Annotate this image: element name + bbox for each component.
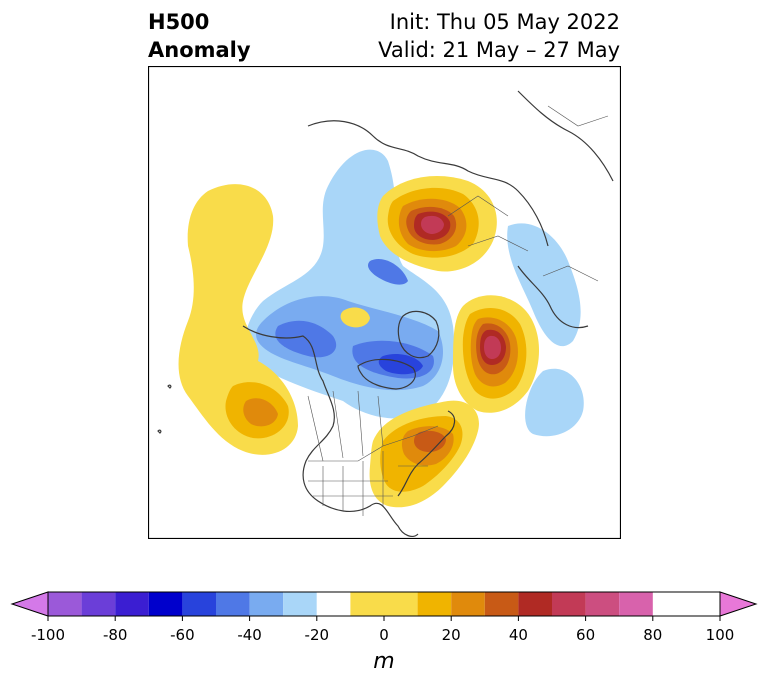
colorbar-segment [182, 592, 216, 616]
colorbar-segment [585, 592, 620, 616]
colorbar-tick-label: 40 [509, 626, 528, 644]
colorbar-tick-label: -100 [31, 626, 65, 644]
eastus-ridge-40 [414, 430, 446, 452]
siberia-trough [507, 223, 581, 347]
west-europe-coast [517, 265, 589, 329]
colorbar-extend-low [10, 591, 49, 617]
colorbar-segment [552, 592, 586, 616]
colorbar-segment [417, 592, 452, 616]
title-variable: H500 [148, 10, 210, 34]
central-ridge-small [340, 307, 370, 328]
colorbar-segment [216, 592, 250, 616]
colorbar-unit-label: m [373, 649, 394, 674]
colorbar-segment [115, 592, 149, 616]
colorbar-segment [484, 592, 519, 616]
title-anomaly: Anomaly [148, 38, 251, 62]
trough-30-contour [275, 320, 337, 358]
colorbar-tick-label: -20 [305, 626, 330, 644]
colorbar-segment [316, 592, 351, 616]
atlantic-trough [525, 368, 584, 437]
colorbar-tick-label: 80 [643, 626, 662, 644]
colorbar-tick-label: 20 [442, 626, 461, 644]
colorbar-segment [350, 592, 418, 616]
chart-title-left: H500 Anomaly [148, 8, 251, 64]
colorbar-tick-label: 0 [379, 626, 389, 644]
negative-anomalies [245, 149, 584, 437]
colorbar: -100 -80 -60 -40 -20 0 20 40 60 80 100 m [10, 591, 758, 674]
colorbar-segment [619, 592, 653, 616]
hudson-bay-coast [357, 358, 416, 390]
colorbar-segment [48, 592, 82, 616]
trough-40-contour [378, 354, 423, 375]
colorbar-segment [451, 592, 485, 616]
eurasia-borders [447, 105, 609, 282]
title-init-date: Init: Thu 05 May 2022 [389, 10, 620, 34]
greenland-coast [397, 310, 440, 359]
colorbar-segments [48, 592, 653, 616]
north-america-coast [242, 325, 419, 537]
chart-title-right: Init: Thu 05 May 2022 Valid: 21 May – 27… [378, 8, 620, 64]
colorbar-ticks: -100 -80 -60 -40 -20 0 20 40 60 80 100 [31, 616, 734, 644]
colorbar-segment [81, 592, 116, 616]
pacific-islands [157, 384, 172, 434]
colorbar-segment [518, 592, 552, 616]
eurasia-coast-east [517, 90, 614, 182]
colorbar-segment [249, 592, 284, 616]
colorbar-tick-label: 100 [706, 626, 735, 644]
pacific-ridge-30 [243, 398, 278, 427]
coastlines [157, 90, 614, 537]
colorbar-segment [283, 592, 317, 616]
colorbar-tick-label: -80 [103, 626, 128, 644]
political-borders [307, 105, 609, 516]
trough-alaska-inner [368, 258, 408, 285]
colorbar-tick-label: 60 [576, 626, 595, 644]
title-valid-range: Valid: 21 May – 27 May [378, 38, 620, 62]
us-state-lines [308, 451, 428, 516]
europe-ridge-60 [421, 215, 444, 234]
canada-province-lines [307, 390, 384, 462]
eurasia-coast [307, 120, 549, 247]
colorbar-tick-label: -40 [237, 626, 262, 644]
positive-anomalies [178, 176, 540, 508]
greenland-ridge-60 [484, 335, 501, 359]
map-frame [148, 66, 621, 539]
colorbar-tick-label: -60 [170, 626, 195, 644]
colorbar-segment [148, 592, 183, 616]
east-coast-us [397, 410, 456, 497]
anomaly-map [148, 66, 621, 539]
colorbar-extend-high [719, 591, 758, 617]
